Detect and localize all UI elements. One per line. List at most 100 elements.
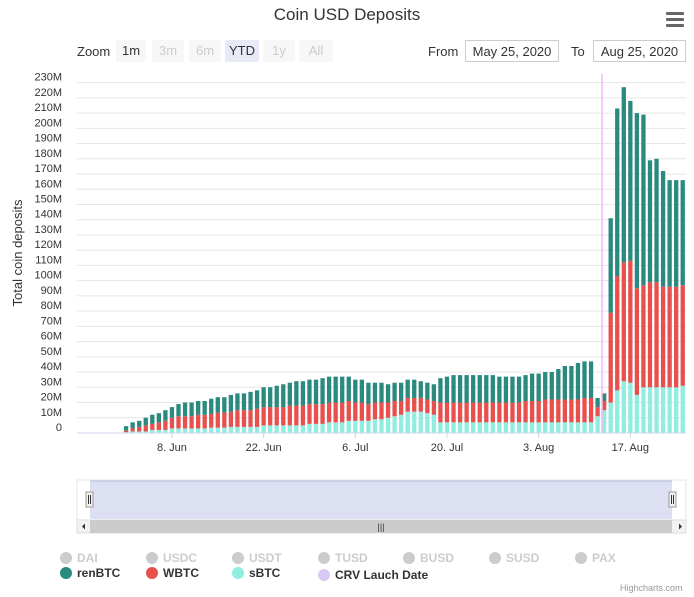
bar-renbtc[interactable] [346,376,351,401]
bar-wbtc[interactable] [326,402,332,423]
scrollbar-thumb[interactable] [90,520,672,533]
bar-wbtc[interactable] [536,401,541,423]
bar-sbtc[interactable] [484,422,489,433]
bar-wbtc[interactable] [569,399,574,423]
scroll-right-arrow-icon[interactable] [679,523,682,530]
bar-renbtc[interactable] [366,382,371,405]
bar-sbtc[interactable] [163,429,168,433]
bar-renbtc[interactable] [281,384,286,408]
bar-renbtc[interactable] [654,158,659,283]
bar-renbtc[interactable] [484,375,489,403]
bar-sbtc[interactable] [379,419,384,433]
bar-renbtc[interactable] [182,402,188,417]
bar-renbtc[interactable] [418,381,423,398]
bar-wbtc[interactable] [457,402,463,423]
bar-sbtc[interactable] [674,387,679,433]
bar-wbtc[interactable] [602,401,607,411]
bar-wbtc[interactable] [176,416,181,429]
bar-sbtc[interactable] [490,422,495,433]
bar-sbtc[interactable] [333,422,338,433]
bar-sbtc[interactable] [215,427,220,433]
legend-item-renbtc[interactable]: renBTC [60,566,120,580]
bar-sbtc[interactable] [130,431,135,433]
bar-sbtc[interactable] [248,426,253,433]
bar-wbtc[interactable] [490,402,495,423]
bar-sbtc[interactable] [425,413,430,433]
bar-sbtc[interactable] [444,422,450,433]
bar-wbtc[interactable] [503,402,509,423]
zoom-button-all[interactable]: All [299,40,333,62]
bar-sbtc[interactable] [150,429,155,433]
bar-renbtc[interactable] [425,382,430,400]
bar-renbtc[interactable] [372,382,378,403]
bar-renbtc[interactable] [123,426,129,431]
bar-sbtc[interactable] [457,422,463,433]
bar-wbtc[interactable] [137,426,142,432]
bar-wbtc[interactable] [143,425,148,432]
bar-renbtc[interactable] [477,375,482,403]
bar-wbtc[interactable] [628,260,633,383]
bar-wbtc[interactable] [294,405,299,426]
bar-sbtc[interactable] [281,425,286,433]
bar-sbtc[interactable] [320,423,325,433]
bar-wbtc[interactable] [425,399,430,414]
bar-renbtc[interactable] [602,393,607,402]
bar-renbtc[interactable] [621,87,626,263]
bar-sbtc[interactable] [536,422,541,433]
bar-wbtc[interactable] [241,410,247,427]
bar-wbtc[interactable] [287,405,292,426]
bar-renbtc[interactable] [130,422,135,429]
bar-wbtc[interactable] [477,402,482,423]
bar-wbtc[interactable] [667,286,672,388]
credits-link[interactable]: Highcharts.com [620,583,683,593]
bar-sbtc[interactable] [137,431,142,433]
bar-renbtc[interactable] [340,376,345,403]
bar-renbtc[interactable] [536,373,541,402]
bar-sbtc[interactable] [294,425,299,433]
bar-renbtc[interactable] [680,180,685,286]
bar-renbtc[interactable] [235,393,240,411]
bar-wbtc[interactable] [340,402,345,423]
bar-sbtc[interactable] [412,411,417,433]
bar-renbtc[interactable] [405,379,410,398]
bar-wbtc[interactable] [418,397,423,412]
bar-sbtc[interactable] [477,422,482,433]
bar-wbtc[interactable] [438,402,443,423]
bar-sbtc[interactable] [228,426,234,433]
bar-renbtc[interactable] [209,398,214,414]
bar-renbtc[interactable] [379,382,384,403]
bar-renbtc[interactable] [608,218,613,313]
bar-sbtc[interactable] [359,420,364,433]
bar-wbtc[interactable] [254,408,260,427]
bar-wbtc[interactable] [484,402,489,423]
bar-wbtc[interactable] [196,414,201,429]
bar-renbtc[interactable] [287,382,292,406]
bar-wbtc[interactable] [202,414,207,429]
bar-sbtc[interactable] [438,422,443,433]
bar-wbtc[interactable] [674,286,679,388]
bar-wbtc[interactable] [182,416,188,429]
bar-wbtc[interactable] [556,399,561,423]
from-date-input[interactable]: May 25, 2020 [465,40,559,62]
bar-wbtc[interactable] [575,399,581,423]
bar-renbtc[interactable] [169,407,175,418]
bar-sbtc[interactable] [176,428,181,433]
bar-renbtc[interactable] [543,372,548,400]
bar-renbtc[interactable] [628,100,633,261]
navigator[interactable] [76,479,687,521]
bar-wbtc[interactable] [209,413,214,428]
legend-item-busd[interactable]: BUSD [403,551,454,565]
bar-sbtc[interactable] [182,428,188,433]
bar-wbtc[interactable] [333,402,338,423]
bar-wbtc[interactable] [582,397,587,423]
bar-sbtc[interactable] [143,431,148,433]
bar-wbtc[interactable] [281,407,286,426]
bar-renbtc[interactable] [556,369,561,400]
bar-sbtc[interactable] [621,381,626,433]
bar-sbtc[interactable] [575,422,581,433]
bar-renbtc[interactable] [254,390,260,409]
bar-renbtc[interactable] [438,378,443,403]
bar-wbtc[interactable] [595,407,600,417]
bar-renbtc[interactable] [471,375,476,403]
bar-sbtc[interactable] [602,410,607,433]
